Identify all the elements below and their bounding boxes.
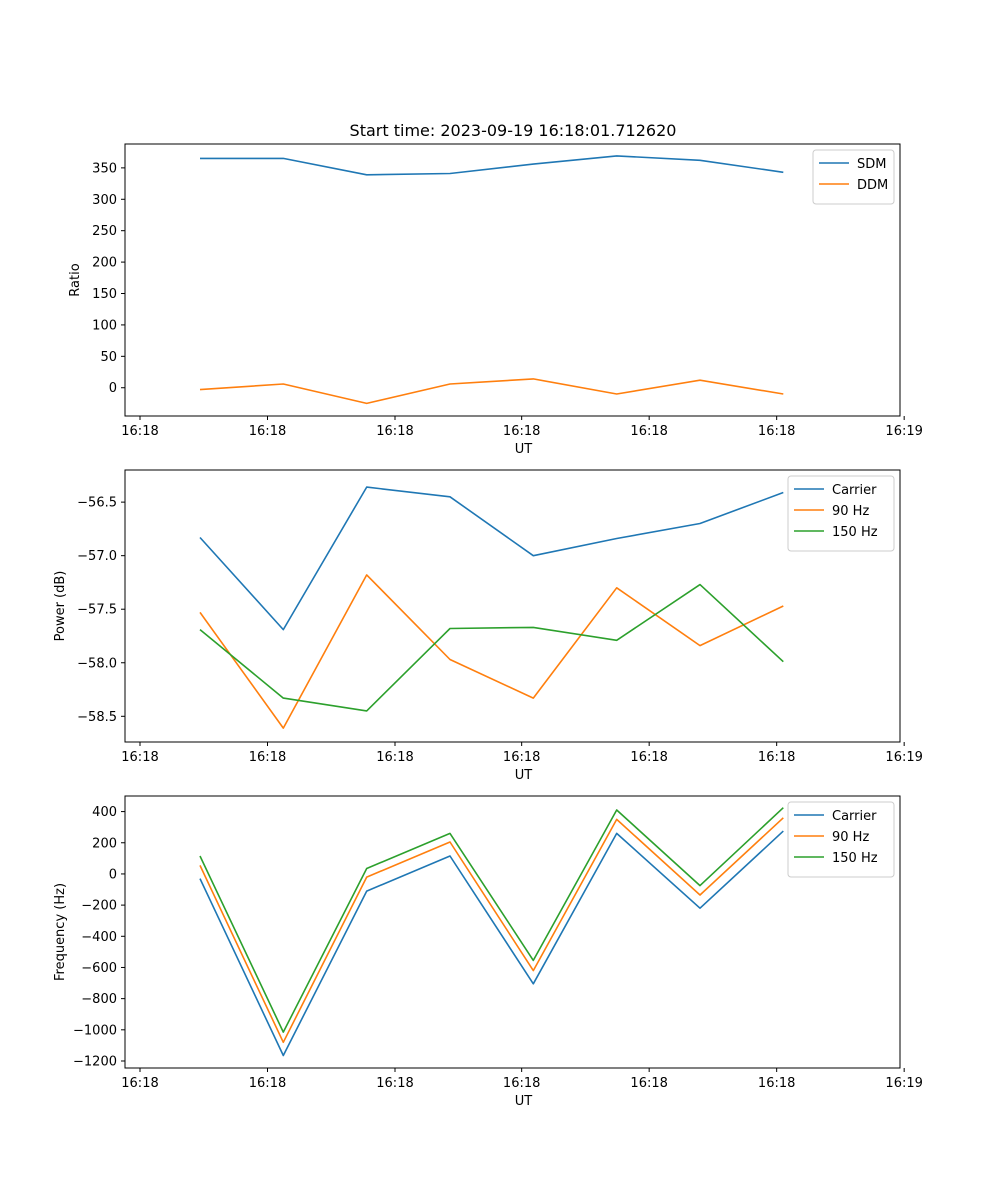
power-legend-label: 90 Hz: [832, 504, 869, 519]
frequency-legend-box: [787, 801, 895, 878]
frequency-x-tick-label: 16:18: [376, 1076, 413, 1091]
frequency-y-tick-label: 200: [92, 836, 117, 851]
frequency-x-tick-label: 16:18: [630, 1076, 667, 1091]
frequency-x-tick-label: 16:18: [121, 1076, 158, 1091]
power-x-axis-label: UT: [515, 768, 533, 783]
power-y-tick-label: −58.0: [77, 656, 117, 671]
power-panel: 16:18 16:18 16:18 16:18 16:18 16:18 16:19 −58.5…: [53, 469, 923, 783]
ratio-x-tick-label: 16:18: [630, 424, 667, 439]
ratio-y-axis-label: Ratio: [68, 263, 83, 296]
power-legend-box: [787, 475, 895, 552]
ratio-x-tick-label: 16:18: [758, 424, 795, 439]
frequency-y-tick-label: −400: [81, 930, 117, 945]
ratio-y-tick-label: 0: [109, 381, 117, 396]
frequency-axes-frame: [124, 795, 901, 1069]
ratio-y-tick-label: 250: [92, 224, 117, 239]
power-x-tick-label: 16:19: [885, 750, 922, 765]
power-y-axis-label: Power (dB): [53, 571, 68, 642]
power-series-150-hz-line: [199, 583, 784, 712]
ratio-x-axis-label: UT: [515, 442, 533, 457]
frequency-y-tick-label: −800: [81, 992, 117, 1007]
ratio-y-tick-label: 50: [100, 350, 117, 365]
frequency-x-tick-label: 16:18: [503, 1076, 540, 1091]
frequency-y-tick-label: −600: [81, 961, 117, 976]
figure-title: Start time: 2023-09-19 16:18:01.712620: [350, 121, 677, 140]
power-y-tick-label: −56.5: [77, 496, 117, 511]
frequency-series-90-hz-line: [199, 817, 784, 1044]
frequency-panel: 16:18 16:18 16:18 16:18 16:18 16:18 16:19 −1200…: [53, 795, 923, 1109]
ratio-x-tick-label: 16:19: [885, 424, 922, 439]
ratio-y-tick-label: 300: [92, 193, 117, 208]
ratio-x-tick-label: 16:18: [121, 424, 158, 439]
ratio-x-tick-label: 16:18: [376, 424, 413, 439]
frequency-legend-label: 90 Hz: [832, 830, 869, 845]
ratio-y-tick-label: 150: [92, 287, 117, 302]
power-legend-label: 150 Hz: [832, 525, 878, 540]
power-x-tick-label: 16:18: [121, 750, 158, 765]
power-legend: Carrier 90 Hz 150 Hz: [787, 475, 895, 552]
ratio-x-tick-label: 16:18: [249, 424, 286, 439]
ratio-series-ddm-line: [199, 378, 784, 405]
frequency-x-axis-label: UT: [515, 1094, 533, 1109]
ratio-legend-label: DDM: [857, 178, 888, 193]
power-series-90-hz-line: [199, 574, 784, 729]
ratio-axes-frame: [124, 143, 901, 417]
ratio-legend: SDM DDM: [812, 149, 895, 205]
frequency-series-150-hz-line: [199, 807, 784, 1033]
frequency-legend-label: Carrier: [832, 809, 877, 824]
frequency-y-tick-label: 400: [92, 805, 117, 820]
frequency-y-tick-label: −1000: [73, 1023, 117, 1038]
power-series-carrier-line: [199, 486, 784, 631]
power-x-tick-label: 16:18: [630, 750, 667, 765]
frequency-y-tick-label: 0: [109, 867, 117, 882]
frequency-y-axis-label: Frequency (Hz): [53, 883, 68, 981]
ratio-y-tick-label: 350: [92, 161, 117, 176]
power-x-tick-label: 16:18: [376, 750, 413, 765]
frequency-legend-label: 150 Hz: [832, 851, 878, 866]
power-y-tick-label: −57.5: [77, 603, 117, 618]
power-y-tick-label: −57.0: [77, 549, 117, 564]
power-y-tick-label: −58.5: [77, 710, 117, 725]
power-legend-label: Carrier: [832, 483, 877, 498]
frequency-x-tick-label: 16:19: [885, 1076, 922, 1091]
ratio-x-tick-label: 16:18: [503, 424, 540, 439]
frequency-legend: Carrier 90 Hz 150 Hz: [787, 801, 895, 878]
power-x-tick-label: 16:18: [249, 750, 286, 765]
frequency-x-tick-label: 16:18: [249, 1076, 286, 1091]
ratio-legend-label: SDM: [857, 157, 886, 172]
frequency-x-tick-label: 16:18: [758, 1076, 795, 1091]
frequency-y-tick-label: −1200: [73, 1054, 117, 1069]
ratio-panel: 16:18 16:18 16:18 16:18 16:18 16:18 16:19 0 50 10…: [68, 143, 923, 457]
power-x-tick-label: 16:18: [758, 750, 795, 765]
power-x-tick-label: 16:18: [503, 750, 540, 765]
ratio-y-tick-label: 200: [92, 256, 117, 271]
power-axes-frame: [124, 469, 901, 743]
ratio-y-tick-label: 100: [92, 318, 117, 333]
frequency-series-carrier-line: [199, 830, 784, 1057]
ratio-series-sdm-line: [200, 155, 784, 176]
frequency-y-tick-label: −200: [81, 899, 117, 914]
